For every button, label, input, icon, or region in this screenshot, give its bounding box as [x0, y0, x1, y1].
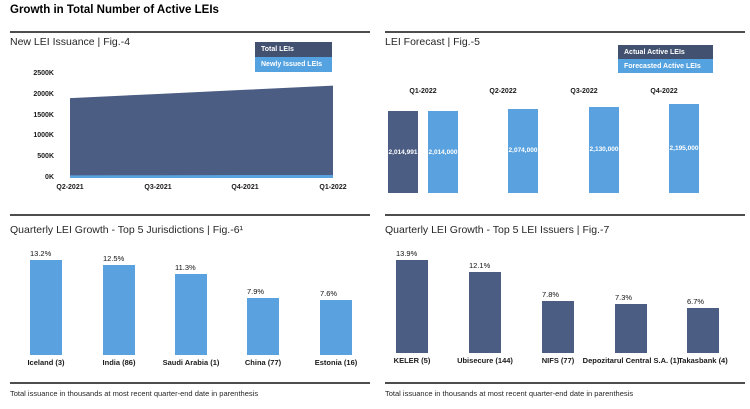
fig4-ytick-2000k: 2000K: [33, 91, 54, 98]
fig7-cat-takasbank: Takasbank (4): [678, 356, 728, 365]
fig5-bar-forecast-q2: 2,074,000: [508, 108, 538, 193]
fig5-legend-actual: Actual Active LEIs: [618, 45, 713, 59]
fig4-xlabel-q4-2021: Q4-2021: [231, 184, 259, 191]
fig7-bar-depozitarul: 7.3%: [615, 293, 647, 353]
fig5-xlabel-q2-2022: Q2-2022: [489, 88, 517, 95]
fig4-xlabel-q1-2022: Q1-2022: [319, 184, 347, 191]
fig6-cat-iceland: Iceland (3): [27, 358, 65, 367]
fig4-total-area: [70, 85, 333, 178]
divider-mid-left: [10, 214, 370, 216]
fig5-legend: Actual Active LEIs Forecasted Active LEI…: [618, 45, 713, 73]
footnote-left: Total issuance in thousands at most rece…: [10, 389, 259, 398]
fig7-bar-nifs: 7.8%: [542, 290, 574, 353]
fig4-ytick-2500k: 2500K: [33, 70, 54, 77]
fig6-bar-estonia: 7.6%: [320, 289, 352, 355]
fig4-xlabel-q3-2021: Q3-2021: [144, 184, 172, 191]
fig4-ytick-1500k: 1500K: [33, 112, 54, 119]
fig7-bar-ubisecure: 12.1%: [469, 261, 501, 353]
divider-top-left: [10, 31, 370, 33]
fig4-ytick-500k: 500K: [37, 153, 54, 160]
fig4-legend-total-leis: Total LEIs: [255, 42, 332, 57]
fig5-bar-label-forecast-q4: 2,195,000: [669, 145, 699, 152]
fig7-cat-keler: KELER (5): [393, 356, 431, 365]
fig6-value-india: 12.5%: [103, 254, 125, 263]
fig5-xlabel-q1-2022: Q1-2022: [409, 88, 437, 95]
footnote-right: Total issuance in thousands at most rece…: [385, 389, 634, 398]
fig4-title: New LEI Issuance | Fig.-4: [10, 36, 131, 48]
fig7-bar-keler: 13.9%: [396, 249, 428, 353]
fig5-bar-actual-q1: 2,014,991: [388, 111, 418, 193]
fig4-legend-newly-issued: Newly Issued LEIs: [255, 57, 332, 72]
fig4-area-plot: [70, 85, 333, 178]
fig5-xlabel-q3-2022: Q3-2022: [570, 88, 598, 95]
fig7-value-depozitarul: 7.3%: [615, 293, 633, 303]
fig6-bar-china: 7.9%: [247, 287, 279, 355]
fig7-cat-ubisecure: Ubisecure (144): [457, 356, 513, 365]
fig5-xlabel-q4-2022: Q4-2022: [650, 88, 678, 95]
fig4-legend: Total LEIs Newly Issued LEIs: [255, 42, 332, 72]
fig6-cat-saudi-arabia: Saudi Arabia (1): [162, 358, 220, 367]
fig5-bar-forecast-q4: 2,195,000: [669, 104, 699, 193]
page-title: Growth in Total Number of Active LEIs: [10, 4, 219, 16]
divider-bottom-right: [385, 382, 745, 384]
divider-bottom-left: [10, 382, 370, 384]
fig7-cat-nifs: NIFS (77): [541, 356, 575, 365]
fig7-value-nifs: 7.8%: [542, 289, 560, 299]
fig6-value-china: 7.9%: [247, 287, 265, 297]
fig5-bar-label-forecast-q2: 2,074,000: [508, 147, 538, 155]
fig6-cat-china: China (77): [244, 358, 282, 367]
fig6-bar-saudi-arabia: 11.3%: [175, 263, 207, 355]
fig4-ytick-0k: 0K: [45, 174, 54, 181]
fig5-title: LEI Forecast | Fig.-5: [385, 36, 480, 48]
fig5-bar-label-forecast-q3: 2,130,000: [589, 146, 619, 154]
divider-mid-right: [385, 214, 745, 216]
fig6-value-estonia: 7.6%: [320, 289, 338, 299]
fig5-bar-label-forecast-q1: 2,014,000: [428, 148, 458, 156]
fig7-bar-takasbank: 6.7%: [687, 297, 719, 353]
fig6-cat-india: India (86): [102, 358, 136, 367]
divider-top-right: [385, 31, 745, 33]
fig6-bar-iceland: 13.2%: [30, 249, 62, 355]
fig6-title: Quarterly LEI Growth - Top 5 Jurisdictio…: [10, 224, 244, 236]
fig7-title: Quarterly LEI Growth - Top 5 LEI Issuers…: [385, 224, 610, 236]
fig5-bar-forecast-q3: 2,130,000: [589, 106, 619, 193]
fig5-bar-forecast-q1: 2,014,000: [428, 111, 458, 193]
fig6-bar-india: 12.5%: [103, 254, 135, 355]
fig5-legend-forecasted: Forecasted Active LEIs: [618, 59, 713, 73]
fig6-cat-estonia: Estonia (16): [314, 358, 358, 367]
fig4-newly-area: [70, 174, 333, 178]
fig5-bar-label-actual-q1: 2,014,991: [388, 148, 418, 156]
fig7-value-keler: 13.9%: [396, 249, 418, 258]
fig6-value-iceland: 13.2%: [30, 249, 52, 258]
fig4-xlabel-q2-2021: Q2-2021: [56, 184, 84, 191]
fig7-cat-depozitarul: Depozitarul Central S.A. (1): [582, 356, 680, 365]
fig7-value-ubisecure: 12.1%: [469, 261, 491, 271]
fig7-value-takasbank: 6.7%: [687, 297, 705, 307]
fig4-ytick-1000k: 1000K: [33, 132, 54, 139]
fig6-value-saudi-arabia: 11.3%: [175, 262, 196, 272]
